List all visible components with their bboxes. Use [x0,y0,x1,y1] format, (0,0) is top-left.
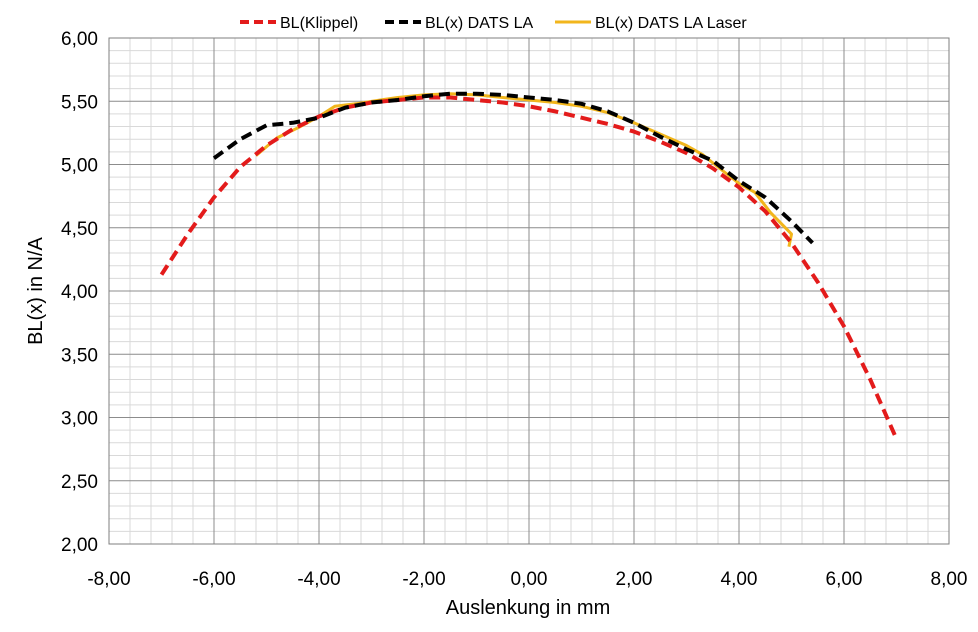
series-layer [159,91,899,440]
y-tick-label: 3,50 [61,345,98,366]
y-axis-title: BL(x) in N/A [25,236,47,344]
x-tick-label: 6,00 [826,569,863,590]
x-axis-title: Auslenkung in mm [446,597,611,619]
series-line-1 [212,91,814,245]
y-tick-label: 2,00 [61,535,98,556]
plot-area [108,37,950,545]
y-tick-label: 4,00 [61,282,98,303]
series-line-0 [159,95,899,440]
x-tick-label: -6,00 [192,569,235,590]
x-tick-label: 0,00 [511,569,548,590]
y-tick-label: 5,00 [61,156,98,177]
x-tick-label: 2,00 [616,569,653,590]
x-tick-label: -2,00 [402,569,445,590]
y-tick-label: 3,00 [61,409,98,430]
x-axis-tick-labels: -8,00 -6,00 -4,00 -2,00 0,00 2,00 4,00 6,00 8,00 [87,569,967,590]
y-axis-tick-labels: 2,00 2,50 3,00 3,50 4,00 4,50 5,00 5,50 6,00 [61,29,98,556]
x-tick-label: 8,00 [931,569,968,590]
legend-label-0: BL(Klippel) [280,15,358,32]
y-tick-label: 5,50 [61,92,98,113]
x-tick-label: -8,00 [87,569,130,590]
series-line-2 [255,92,793,248]
legend-label-1: BL(x) DATS LA [425,15,534,32]
y-tick-label: 2,50 [61,472,98,493]
legend: BL(Klippel) BL(x) DATS LA BL(x) DATS LA La… [240,15,747,32]
x-tick-label: 4,00 [721,569,758,590]
x-tick-label: -4,00 [297,569,340,590]
y-tick-label: 4,50 [61,219,98,240]
y-tick-label: 6,00 [61,29,98,50]
legend-label-2: BL(x) DATS LA Laser [595,15,747,32]
